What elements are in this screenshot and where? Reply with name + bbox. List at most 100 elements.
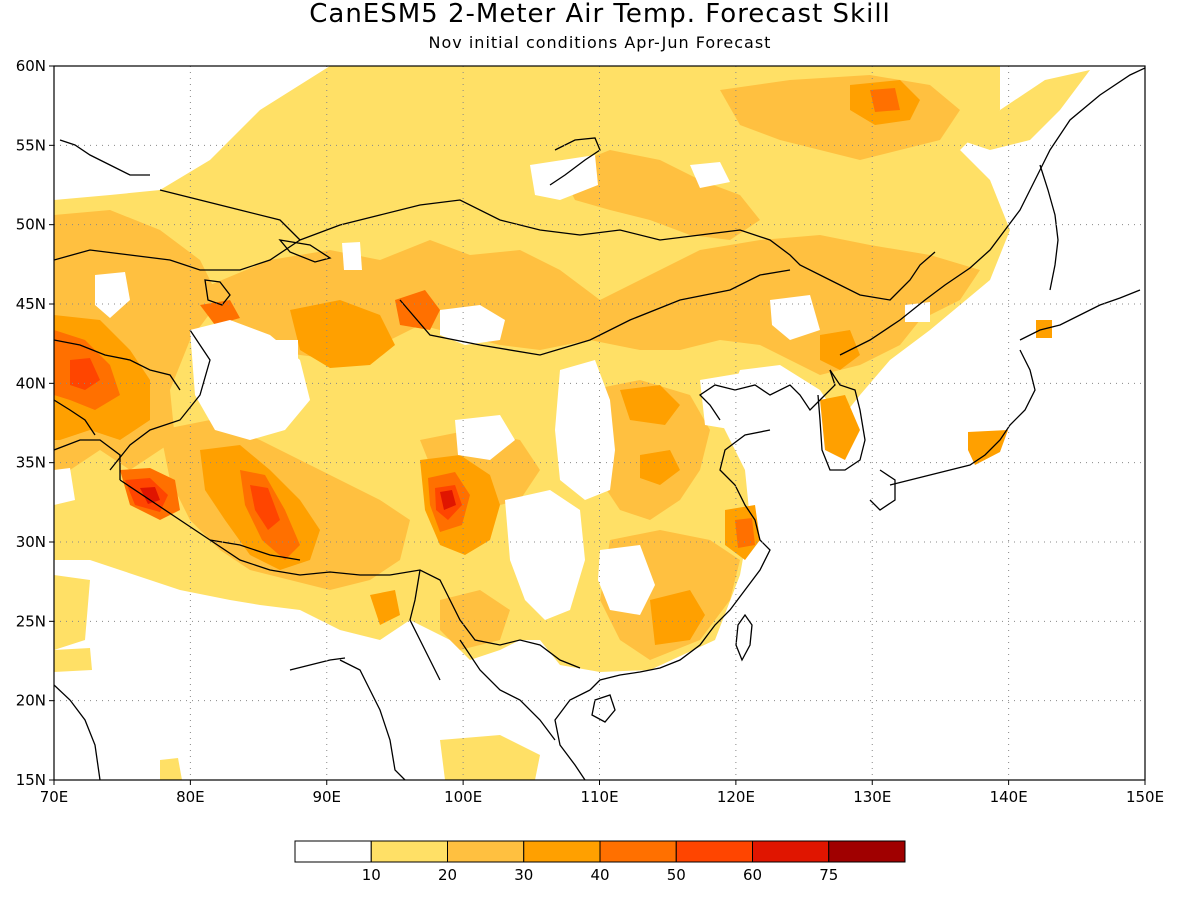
coastline-bohai	[698, 369, 836, 421]
coastline-india-west	[54, 684, 101, 780]
coastline-kyushu	[869, 469, 896, 511]
skill-region-blank	[905, 302, 930, 322]
skill-region-level-2	[560, 150, 760, 240]
border-kazakh	[54, 239, 301, 271]
legend-swatch	[523, 840, 601, 863]
border-burma-china	[409, 569, 441, 681]
lon-tick-label: 140E	[990, 788, 1028, 806]
border-mongolia-south	[399, 269, 791, 356]
skill-region-blank	[505, 490, 585, 620]
grid-lines	[54, 66, 1145, 780]
map-plot-area	[54, 66, 1145, 780]
legend-swatch	[828, 840, 906, 863]
lat-tick-label: 35N	[16, 454, 46, 472]
longitude-axis: 70E 80E 90E 100E 110E 120E 130E 140E 150E	[40, 780, 1164, 806]
skill-region-level-1	[54, 575, 90, 650]
lake-balkhash	[278, 239, 332, 263]
coastline-indochina	[554, 689, 591, 780]
skill-region-level-3	[290, 300, 395, 368]
legend-label: 60	[743, 866, 762, 884]
lon-tick-label: 100E	[444, 788, 482, 806]
coastline-aral	[204, 279, 231, 306]
skill-region-level-5	[250, 485, 280, 530]
legend-swatch	[370, 840, 448, 863]
coastline-caspian	[59, 139, 150, 176]
skill-region-level-6	[140, 487, 160, 504]
legend-swatch	[752, 840, 830, 863]
skill-region-blank	[530, 155, 598, 200]
skill-region-blank	[95, 272, 130, 318]
border-indochina	[459, 639, 556, 741]
lon-tick-label: 80E	[176, 788, 205, 806]
coastline-japan-hokkaido	[1019, 289, 1141, 341]
coastline-taiwan	[735, 613, 753, 662]
legend-label: 40	[590, 866, 609, 884]
border-india-north	[54, 439, 121, 480]
skill-region-level-4	[395, 290, 440, 330]
legend-swatch	[599, 840, 677, 863]
lat-tick-label: 15N	[16, 771, 46, 789]
coastline-russia-pacific	[839, 67, 1145, 356]
skill-region-level-3	[968, 430, 1008, 465]
border-china-mongolia	[299, 199, 936, 301]
border-china-west	[109, 329, 211, 471]
skill-region-blank	[770, 295, 820, 340]
skill-region-level-1	[160, 758, 182, 780]
skill-region-blank	[690, 162, 730, 188]
chart-subtitle: Nov initial conditions Apr-Jun Forecast	[428, 33, 772, 52]
lon-tick-label: 150E	[1126, 788, 1164, 806]
lon-tick-label: 130E	[853, 788, 891, 806]
skill-region-level-4	[870, 88, 900, 112]
lat-tick-label: 30N	[16, 533, 46, 551]
coastline-hainan	[591, 694, 616, 723]
lon-tick-label: 110E	[580, 788, 618, 806]
coastline-burma-bay	[339, 659, 406, 780]
coastline-east-china	[589, 429, 771, 691]
legend-label: 75	[819, 866, 838, 884]
skill-region-level-2	[590, 380, 710, 520]
skill-region-level-1	[440, 735, 540, 780]
skill-region-level-3	[820, 395, 860, 460]
coastline-bangladesh	[289, 657, 346, 671]
coastline-sakhalin	[1039, 164, 1059, 291]
skill-region-blank	[598, 545, 655, 615]
coastlines-layer	[54, 67, 1145, 780]
latitude-axis: 60N 55N 50N 45N 40N 35N 30N 25N 20N 15N	[16, 57, 54, 789]
lat-tick-label: 25N	[16, 612, 46, 630]
legend-swatch	[447, 840, 525, 863]
border-central-asia	[54, 339, 181, 391]
lat-tick-label: 20N	[16, 692, 46, 710]
chart-title: CanESM5 2-Meter Air Temp. Forecast Skill	[309, 0, 891, 29]
skill-region-blank	[455, 415, 515, 460]
skill-region-level-5	[70, 358, 100, 390]
skill-region-blank	[54, 468, 75, 505]
coastline-japan-honshu	[889, 349, 1036, 486]
skill-region-level-3	[650, 590, 705, 645]
legend-swatch	[294, 840, 372, 863]
color-legend: 10 20 30 40 50 60 75	[294, 840, 906, 884]
lat-tick-label: 50N	[16, 216, 46, 234]
border-afghan	[54, 399, 96, 436]
skill-region-level-4	[735, 518, 755, 548]
lat-tick-label: 60N	[16, 57, 46, 75]
lat-tick-label: 40N	[16, 374, 46, 392]
skill-region-blank	[342, 242, 362, 270]
lat-tick-label: 45N	[16, 295, 46, 313]
skill-region-level-2	[440, 590, 510, 650]
lat-tick-label: 55N	[16, 136, 46, 154]
skill-region-level-6	[440, 490, 456, 510]
legend-swatch	[675, 840, 753, 863]
skill-region-blank	[555, 360, 615, 500]
border-russia-north	[159, 189, 301, 241]
legend-label: 30	[514, 866, 533, 884]
lon-tick-label: 70E	[40, 788, 69, 806]
border-himalaya	[119, 479, 581, 669]
lon-tick-label: 120E	[717, 788, 755, 806]
skill-region-level-3	[620, 385, 680, 425]
skill-region-level-4	[200, 300, 240, 325]
skill-region-level-3	[370, 590, 400, 625]
skill-region-blank	[440, 305, 505, 345]
legend-label: 20	[438, 866, 457, 884]
skill-shading-layer	[54, 66, 1090, 780]
